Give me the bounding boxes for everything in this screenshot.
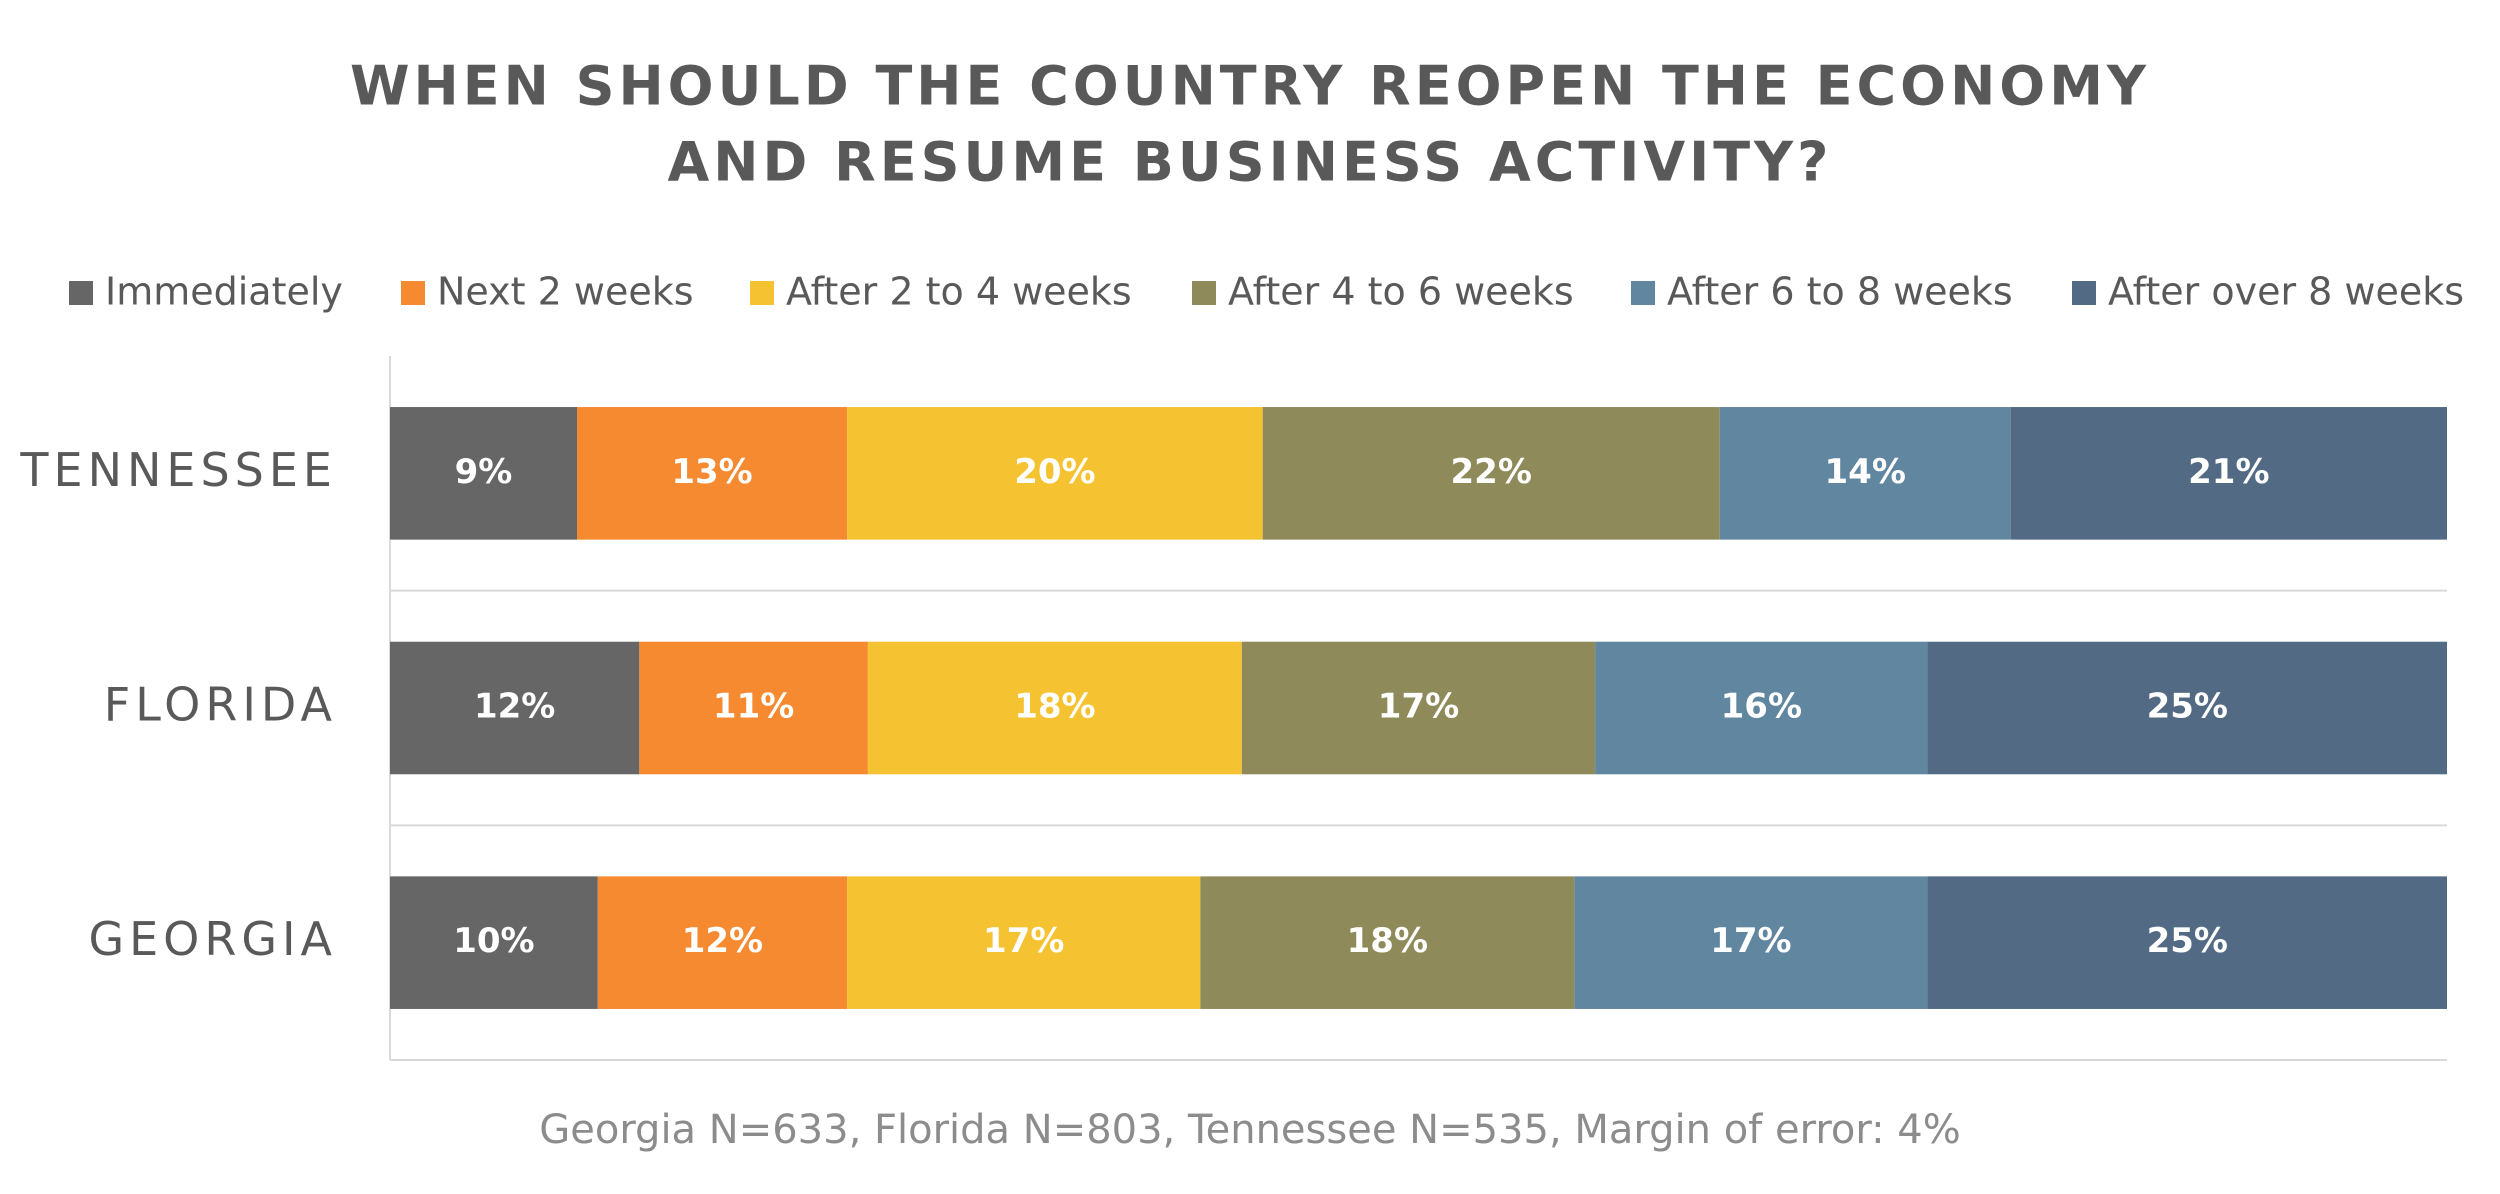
legend-swatch [69, 281, 93, 305]
legend-label: After 6 to 8 weeks [1667, 270, 2013, 314]
data-label: 17% [983, 921, 1064, 961]
bar-segment [390, 641, 640, 775]
data-label: 25% [2147, 687, 2228, 727]
data-label: 17% [1378, 687, 1459, 727]
legend-swatch [401, 281, 425, 305]
legend-label: After 2 to 4 weeks [786, 270, 1132, 314]
legend-label: After 4 to 6 weeks [1228, 270, 1574, 314]
bar-segment [390, 876, 598, 1009]
data-label: 13% [671, 452, 752, 492]
bar-segment [847, 407, 1263, 540]
bar-segment [577, 407, 848, 540]
category-label: TENNESSEE [19, 443, 337, 497]
legend-swatch [2072, 281, 2096, 305]
data-label: 12% [682, 921, 763, 961]
bar-segment [1574, 876, 1928, 1009]
data-label: 17% [1710, 921, 1791, 961]
data-label: 9% [455, 452, 513, 492]
bar-segment [867, 641, 1242, 775]
chart-title: AND RESUME BUSINESS ACTIVITY? [668, 131, 1833, 194]
data-label: 11% [713, 687, 794, 727]
bar-segment [2010, 407, 2447, 540]
data-label: 14% [1825, 452, 1906, 492]
legend-swatch [1192, 281, 1216, 305]
data-label: 16% [1721, 687, 1802, 727]
legend-label: Immediately [105, 270, 343, 314]
bar-segment [1241, 641, 1596, 775]
category-label: FLORIDA [104, 678, 337, 732]
data-label: 18% [1014, 687, 1095, 727]
data-label: 25% [2147, 921, 2228, 961]
legend-label: Next 2 weeks [437, 270, 694, 314]
bar-segment [390, 407, 577, 540]
legend-swatch [1631, 281, 1655, 305]
data-label: 21% [2188, 452, 2269, 492]
bar-segment [1200, 876, 1575, 1009]
bar-segment [639, 641, 868, 775]
bar-segment [1595, 641, 1928, 775]
footnote: Georgia N=633, Florida N=803, Tennessee … [539, 1107, 1961, 1153]
legend-label: After over 8 weeks [2108, 270, 2464, 314]
bar-segment [1719, 407, 2011, 540]
bar-segment [1262, 407, 1720, 540]
data-label: 22% [1451, 452, 1532, 492]
data-label: 10% [453, 921, 534, 961]
bar-segment [597, 876, 848, 1009]
legend-swatch [750, 281, 774, 305]
chart-title: WHEN SHOULD THE COUNTRY REOPEN THE ECONO… [350, 55, 2150, 118]
bar-segment [1927, 876, 2447, 1009]
data-label: 12% [474, 687, 555, 727]
bar-segment [1927, 641, 2447, 775]
data-label: 18% [1347, 921, 1428, 961]
category-label: GEORGIA [88, 912, 337, 966]
bar-segment [847, 876, 1201, 1009]
data-label: 20% [1014, 452, 1095, 492]
